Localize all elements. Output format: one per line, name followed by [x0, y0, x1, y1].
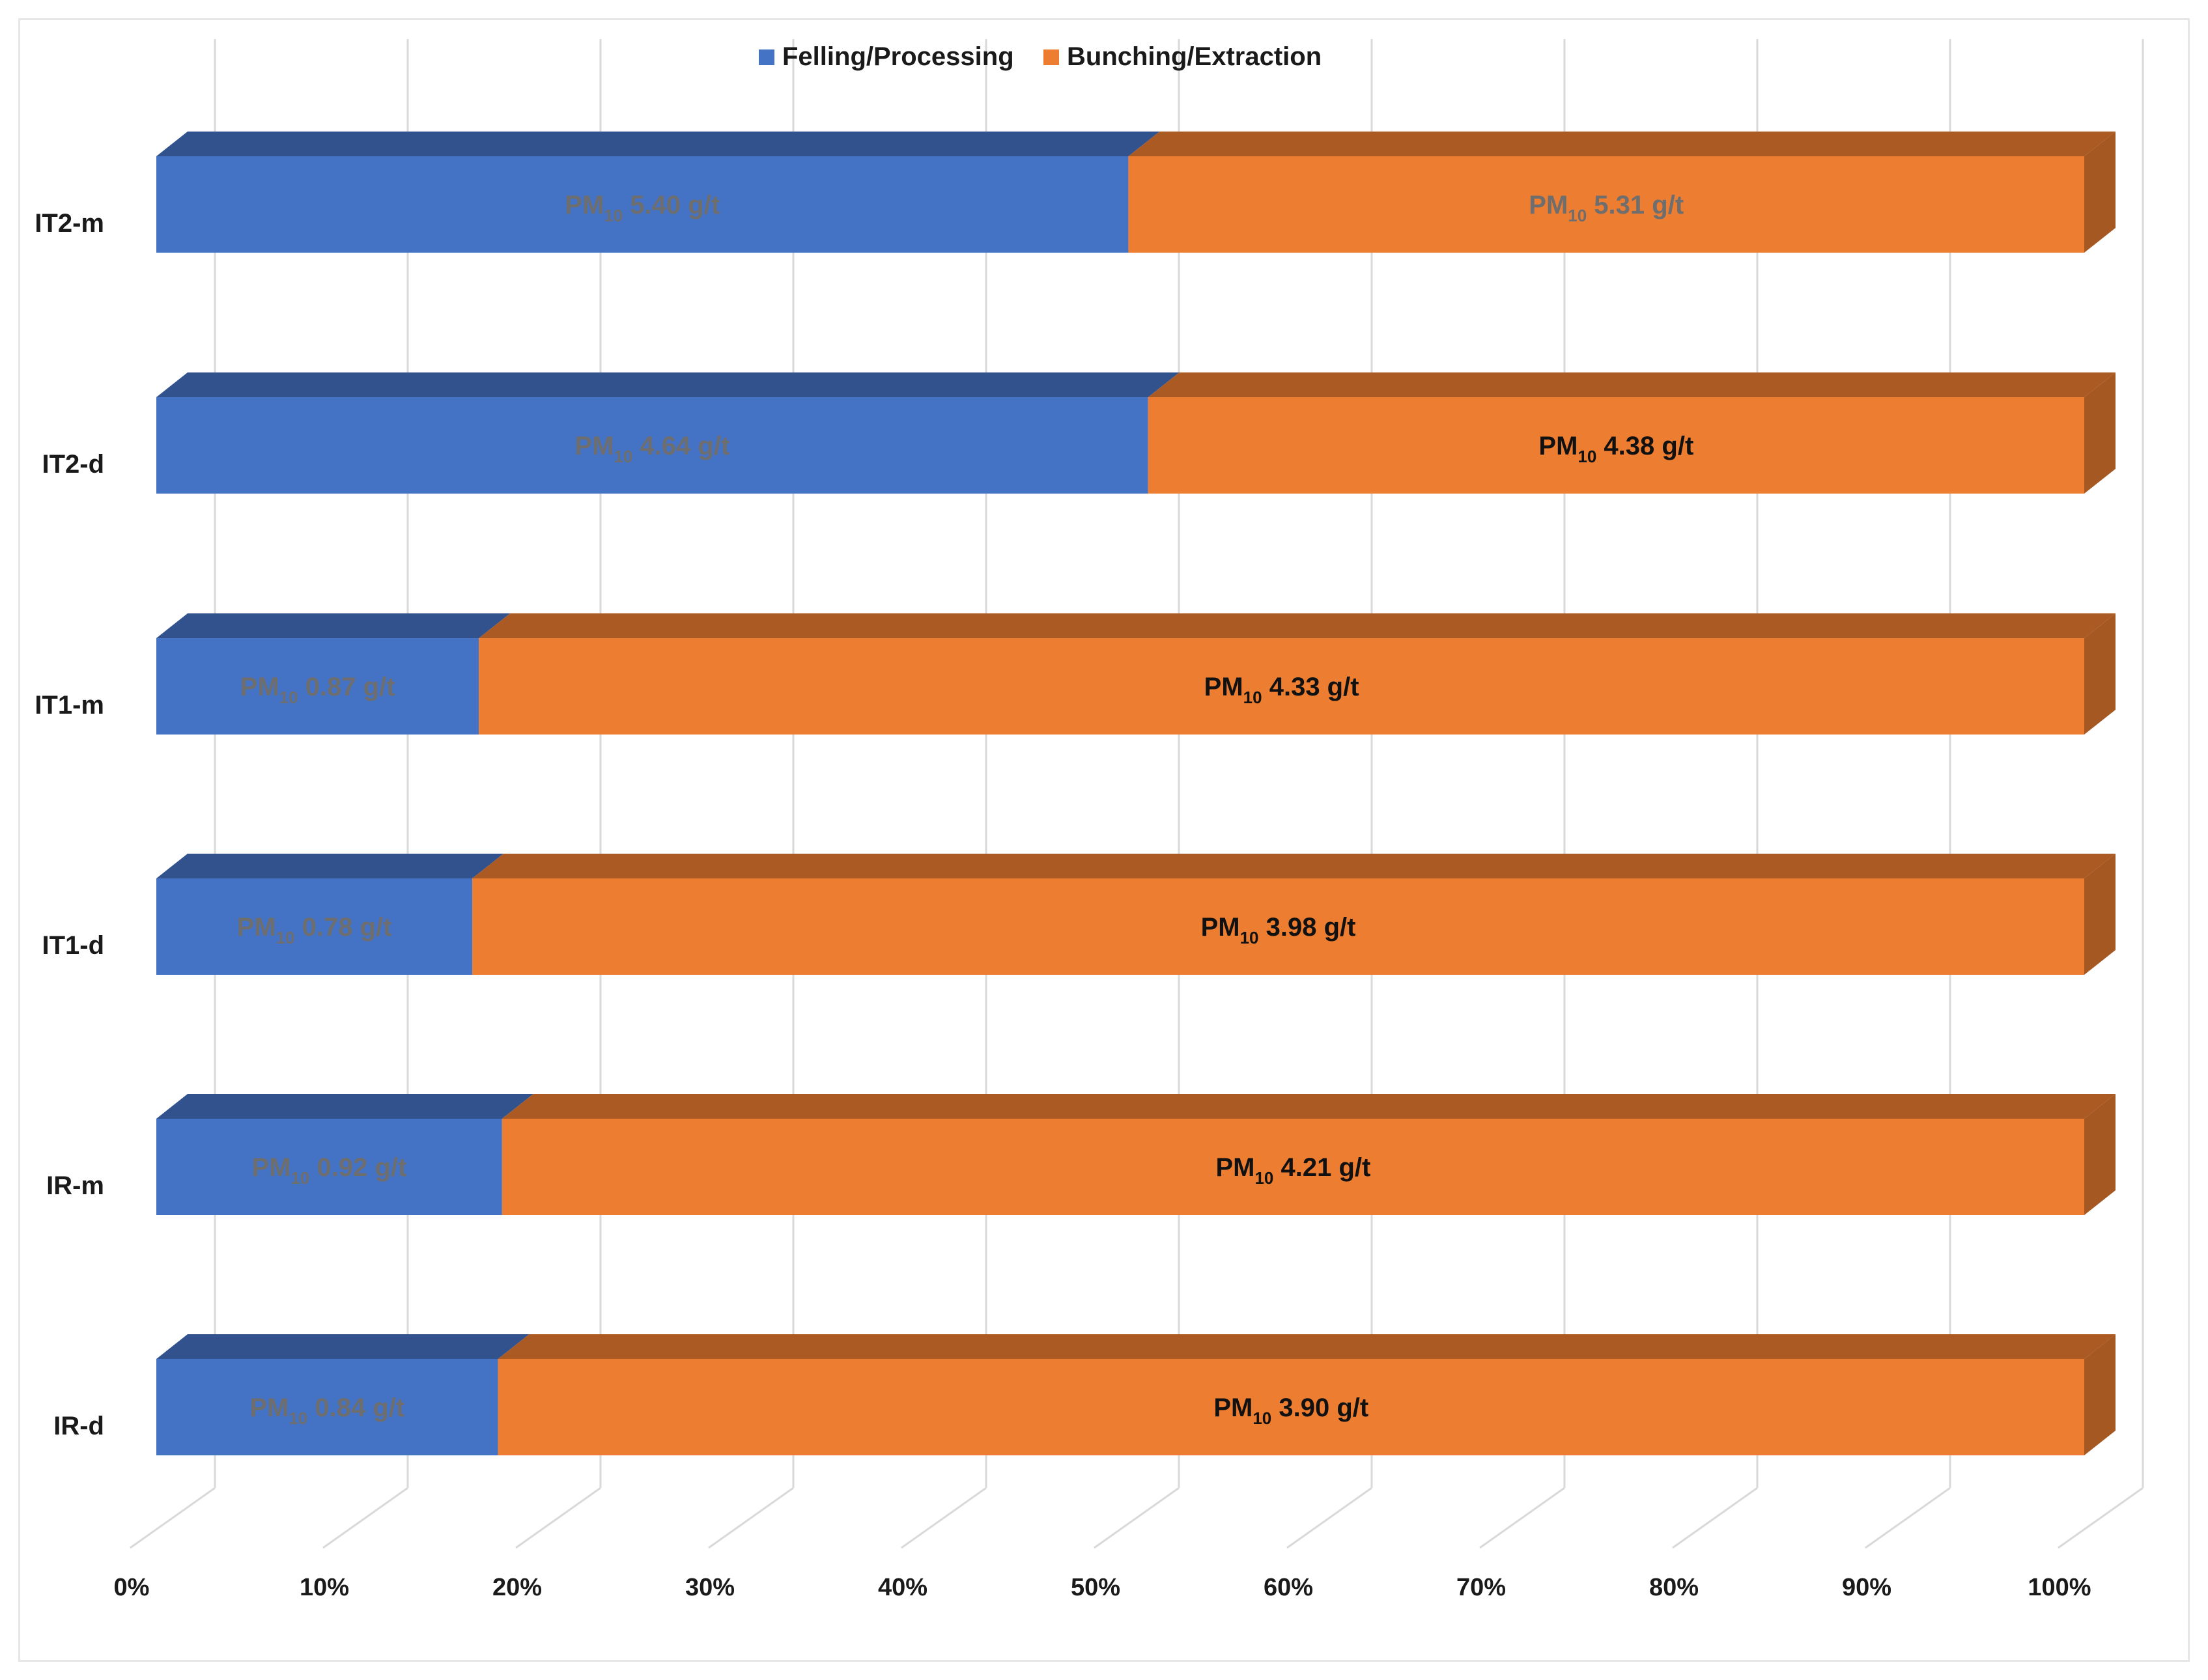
x-tick-label: 90%	[1842, 1574, 1891, 1601]
bar-top-face	[1148, 372, 2116, 397]
x-tick-label: 10%	[300, 1574, 349, 1601]
x-tick-label: 20%	[492, 1574, 542, 1601]
category-label: IT1-d	[42, 931, 104, 960]
gridline-floor	[130, 1487, 216, 1549]
data-label: PM10 5.40 g/t	[565, 191, 720, 225]
bar-segment	[156, 1359, 498, 1455]
category-label: IT2-m	[35, 209, 104, 238]
gridline-floor	[1286, 1487, 1372, 1549]
category-label: IR-m	[46, 1171, 104, 1200]
bar-top-face	[156, 132, 1160, 156]
bar-group: PM10 0.87 g/t PM10 4.33 g/t	[156, 613, 2116, 735]
bar-top-face	[156, 854, 504, 878]
bar-group: PM10 5.40 g/t PM10 5.31 g/t	[156, 132, 2116, 253]
bar-segment	[502, 1119, 2085, 1215]
bar-top-face	[479, 613, 2116, 638]
gridlines	[130, 39, 2144, 1549]
bar-side-face	[2084, 613, 2116, 735]
bar-side-face	[2084, 1094, 2116, 1215]
category-label: IR-d	[53, 1412, 104, 1440]
bar-group: PM10 0.84 g/t PM10 3.90 g/t	[156, 1334, 2116, 1455]
data-label: PM10 4.33 g/t	[1204, 673, 1359, 707]
gridline-floor	[1479, 1487, 1565, 1549]
data-label: PM10 0.78 g/t	[237, 913, 392, 947]
legend: Felling/Processing Bunching/Extraction	[759, 42, 1322, 71]
bar-segment	[1128, 156, 2084, 253]
legend-swatch	[1043, 49, 1059, 65]
bar-top-face	[1128, 132, 2116, 156]
category-label: IT1-m	[35, 691, 104, 720]
bar-top-face	[156, 613, 511, 638]
data-label: PM10 0.84 g/t	[249, 1393, 404, 1428]
x-tick-label: 50%	[1071, 1574, 1120, 1601]
bar-group: PM10 0.78 g/t PM10 3.98 g/t	[156, 854, 2116, 975]
gridline-floor	[1672, 1487, 1758, 1549]
data-label: PM10 4.21 g/t	[1215, 1153, 1370, 1188]
gridline-floor	[322, 1487, 408, 1549]
data-label: PM10 5.31 g/t	[1529, 191, 1684, 225]
bar-top-face	[502, 1094, 2116, 1119]
legend-label: Felling/Processing	[782, 42, 1014, 71]
bar-segment	[156, 1119, 502, 1215]
x-tick-label: 80%	[1649, 1574, 1699, 1601]
bar-side-face	[2084, 132, 2116, 253]
bar-segment	[156, 397, 1148, 494]
data-label: PM10 0.87 g/t	[240, 673, 395, 707]
bar-segment	[498, 1359, 2085, 1455]
bar-segment	[1148, 397, 2084, 494]
bar-segment	[479, 638, 2085, 735]
data-label: PM10 0.92 g/t	[251, 1153, 406, 1188]
bar-top-face	[472, 854, 2116, 878]
data-label: PM10 4.38 g/t	[1538, 432, 1693, 466]
bar-group: PM10 0.92 g/t PM10 4.21 g/t	[156, 1094, 2116, 1215]
gridline-floor	[901, 1487, 987, 1549]
category-label: IT2-d	[42, 450, 104, 479]
gridline-floor	[1094, 1487, 1180, 1549]
bar-top-face	[498, 1334, 2116, 1359]
bar-segment	[472, 878, 2084, 975]
bar-top-face	[156, 1094, 533, 1119]
bar-group: PM10 4.64 g/t PM10 4.38 g/t	[156, 372, 2116, 494]
data-label: PM10 3.90 g/t	[1213, 1393, 1368, 1428]
gridline-floor	[2058, 1487, 2144, 1549]
x-tick-label: 100%	[2028, 1574, 2091, 1601]
x-tick-label: 30%	[685, 1574, 735, 1601]
legend-swatch	[759, 49, 774, 65]
bar-side-face	[2084, 1334, 2116, 1455]
gridline-floor	[708, 1487, 794, 1549]
x-tick-label: 0%	[114, 1574, 150, 1601]
gridline-floor	[1865, 1487, 1951, 1549]
x-tick-label: 60%	[1264, 1574, 1313, 1601]
bar-top-face	[156, 372, 1180, 397]
bar-side-face	[2084, 854, 2116, 975]
legend-label: Bunching/Extraction	[1067, 42, 1322, 71]
x-tick-label: 70%	[1456, 1574, 1506, 1601]
bar-segment	[156, 156, 1129, 253]
gridline-floor	[515, 1487, 601, 1549]
bar-side-face	[2084, 372, 2116, 494]
data-label: PM10 4.64 g/t	[574, 432, 729, 466]
bar-segment	[156, 878, 473, 975]
data-label: PM10 3.98 g/t	[1201, 913, 1356, 947]
bar-segment	[156, 638, 479, 735]
x-tick-label: 40%	[878, 1574, 927, 1601]
bar-top-face	[156, 1334, 530, 1359]
